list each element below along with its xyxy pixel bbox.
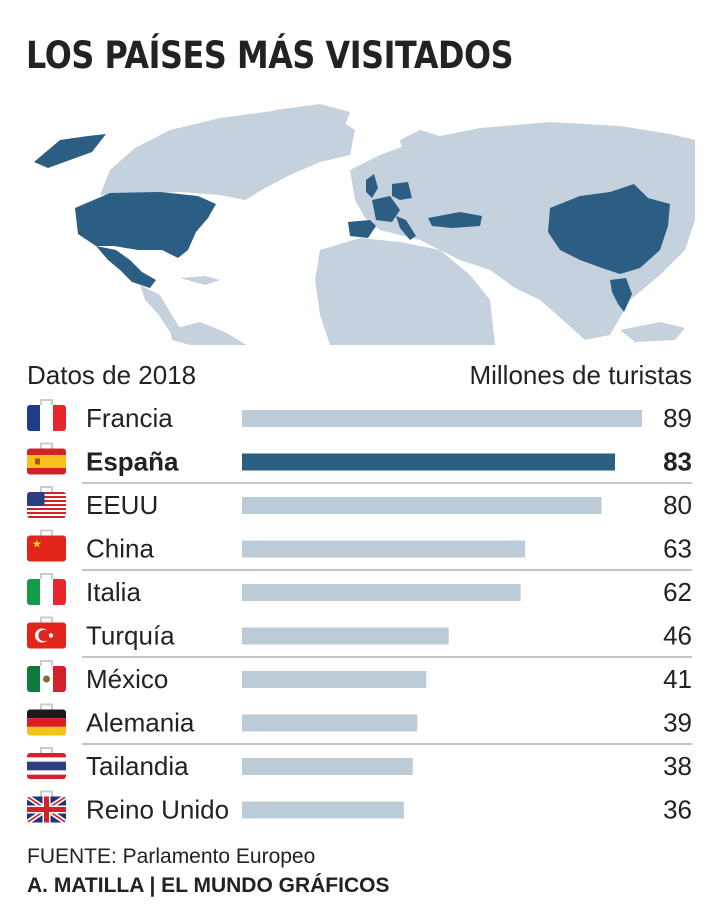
map-country-spain [348,220,376,238]
value-label: 36 [663,795,692,825]
turkey-flag [27,616,66,649]
italy-flag [27,573,66,605]
mexico-flag [27,660,66,692]
map-country-thailand [610,278,632,312]
category-label: China [86,534,154,564]
map-country-germany [392,182,412,200]
chart-row: Reino Unido 36 [27,790,692,825]
chart-row: Turquía 46 [27,616,692,658]
world-map [34,104,695,345]
bar [242,584,521,601]
chart-title: LOS PAÍSES MÁS VISITADOS [26,34,514,77]
value-label: 38 [663,751,692,781]
bar-chart: Francia 89 España 83 EEUU 80 ★ China 63 Italia 62 T… [27,399,692,825]
value-label: 41 [663,664,692,694]
chart-row: Francia 89 [27,399,692,433]
value-label: 62 [663,577,692,607]
chart-row: ★ China 63 [27,529,692,571]
chart-row: España 83 [27,442,692,484]
chart-row: EEUU 80 [27,486,692,520]
value-label: 39 [663,708,692,738]
category-label: Alemania [86,708,195,738]
value-label: 83 [663,447,692,477]
bar [242,627,449,645]
bar [242,758,413,775]
map-highlighted-countries [34,134,670,312]
credit-line: A. MATILLA | EL MUNDO GRÁFICOS [27,874,390,897]
chart-row: México 41 [27,660,692,694]
bar [242,714,418,732]
category-label: EEUU [86,490,158,520]
map-country-china [548,184,670,274]
value-label: 80 [663,490,692,520]
bar [242,801,404,819]
map-country-greenland-canada-arctic [34,134,106,168]
data-year-label: Datos de 2018 [27,360,197,390]
category-label: Tailandia [86,751,189,781]
category-label: Italia [86,577,141,607]
chart-row: Alemania 39 [27,703,692,745]
bar [242,671,427,688]
category-label: España [86,447,179,477]
value-label: 63 [663,534,692,564]
map-country-usa [75,192,216,258]
uk-flag [27,790,66,823]
svg-text:★: ★ [32,538,42,551]
category-label: Turquía [86,621,175,651]
bar [242,453,616,471]
map-country-france [372,196,400,222]
category-label: Francia [86,403,173,433]
value-label: 89 [663,403,692,433]
value-label: 46 [663,621,692,651]
germany-flag [27,703,66,736]
china-flag: ★ [27,529,66,562]
chart-row: Italia 62 [27,573,692,607]
source-note: FUENTE: Parlamento Europeo [27,845,316,868]
map-country-turkey [428,212,482,228]
map-land [100,104,695,345]
category-label: México [86,664,168,694]
map-country-uk [366,174,378,198]
unit-label: Millones de turistas [469,360,692,390]
spain-flag [27,442,66,475]
map-country-italy [396,216,416,240]
bar [242,540,526,558]
bar [242,497,602,514]
france-flag [27,399,66,431]
thailand-flag [27,747,66,779]
map-country-mexico [96,246,156,288]
chart-row: Tailandia 38 [27,747,692,781]
bar [242,410,642,427]
category-label: Reino Unido [86,795,229,825]
usa-flag [27,486,66,518]
